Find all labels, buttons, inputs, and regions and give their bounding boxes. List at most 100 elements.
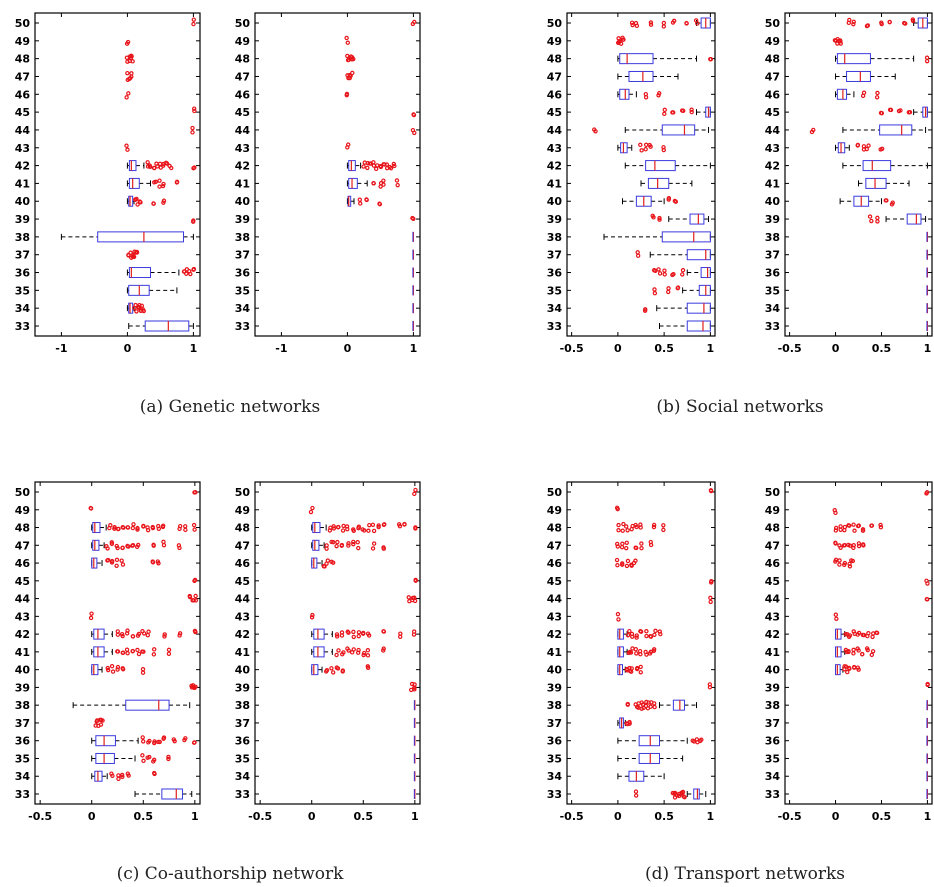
- y-tick-label: 34: [547, 770, 563, 783]
- outlier-point: [638, 522, 643, 527]
- outlier-point: [837, 558, 842, 563]
- outlier-point: [183, 527, 188, 533]
- outlier-point: [925, 597, 930, 602]
- outlier-point: [625, 558, 631, 564]
- outlier-point: [334, 634, 340, 639]
- y-tick-label: 43: [15, 142, 30, 155]
- outlier-point: [870, 649, 876, 654]
- y-tick-label: 47: [547, 70, 562, 83]
- outlier-point: [365, 165, 370, 171]
- y-tick-label: 43: [547, 610, 562, 623]
- y-tick-label: 40: [547, 664, 563, 677]
- outlier-point: [190, 125, 195, 131]
- box: [313, 646, 325, 658]
- outlier-point: [883, 198, 888, 203]
- y-tick-label: 33: [547, 320, 562, 333]
- box: [348, 177, 358, 189]
- y-tick-label: 50: [547, 17, 563, 30]
- x-tick-label: 0.5: [872, 342, 892, 355]
- outlier-point: [855, 646, 860, 651]
- outlier-point: [110, 669, 116, 674]
- outlier-point: [837, 543, 842, 548]
- y-tick-label: 47: [765, 70, 780, 83]
- outlier-point: [376, 523, 381, 528]
- outlier-point: [339, 542, 345, 548]
- y-tick-label: 41: [235, 646, 250, 659]
- outlier-point: [366, 528, 371, 533]
- outlier-point: [361, 652, 366, 658]
- y-tick-label: 36: [547, 267, 563, 280]
- y-tick-label: 48: [235, 522, 250, 535]
- outlier-point: [140, 670, 146, 675]
- outlier-point: [115, 667, 120, 672]
- y-tick-label: 37: [765, 249, 780, 262]
- outlier-point: [832, 508, 837, 513]
- outlier-point: [851, 647, 856, 653]
- outlier-point: [666, 286, 671, 291]
- outlier-point: [331, 526, 337, 531]
- outlier-point: [391, 161, 397, 167]
- outlier-point: [412, 491, 417, 497]
- y-tick-label: 38: [547, 699, 562, 712]
- outlier-point: [356, 524, 362, 529]
- outlier-point: [656, 93, 661, 98]
- outlier-point: [192, 527, 197, 532]
- y-tick-label: 33: [15, 320, 30, 333]
- outlier-point: [907, 109, 913, 115]
- outlier-point: [638, 142, 643, 148]
- outlier-point: [661, 145, 666, 150]
- outlier-point: [151, 165, 157, 171]
- x-tick-label: 0: [614, 810, 622, 823]
- x-tick-label: 1: [190, 342, 198, 355]
- outlier-point: [341, 523, 346, 529]
- outlier-point: [865, 23, 871, 28]
- outlier-point: [119, 558, 124, 563]
- outlier-point: [161, 539, 166, 545]
- y-tick-label: 48: [235, 53, 250, 66]
- outlier-point: [651, 522, 657, 528]
- outlier-point: [643, 147, 648, 152]
- outlier-point: [346, 142, 351, 147]
- outlier-point: [145, 525, 150, 530]
- outlier-point: [140, 667, 146, 672]
- outlier-point: [193, 593, 198, 599]
- outlier-point: [689, 107, 694, 112]
- outlier-point: [192, 108, 197, 114]
- outlier-point: [361, 650, 367, 656]
- outlier-point: [833, 612, 839, 617]
- outlier-point: [643, 142, 649, 148]
- outlier-point: [125, 771, 131, 776]
- outlier-point: [378, 184, 383, 189]
- outlier-point: [671, 271, 676, 277]
- box: [347, 195, 352, 207]
- outlier-point: [174, 179, 180, 185]
- outlier-point: [647, 651, 653, 656]
- outlier-point: [365, 664, 370, 669]
- y-tick-label: 40: [15, 664, 31, 677]
- outlier-point: [697, 738, 703, 744]
- outlier-point: [177, 631, 183, 636]
- outlier-point: [661, 527, 666, 533]
- outlier-point: [633, 789, 639, 794]
- plot-frame-b-left: [566, 12, 716, 337]
- box: [686, 302, 711, 314]
- outlier-point: [410, 127, 416, 133]
- x-tick-label: 1: [707, 810, 715, 823]
- outlier-point: [145, 160, 150, 165]
- outlier-point: [309, 615, 315, 620]
- outlier-point: [634, 545, 639, 551]
- y-tick-label: 40: [765, 195, 781, 208]
- outlier-point: [874, 630, 879, 635]
- outlier-point: [666, 289, 671, 295]
- outlier-point: [119, 631, 125, 637]
- y-tick-label: 41: [765, 177, 780, 190]
- outlier-point: [190, 130, 195, 135]
- y-tick-label: 45: [765, 575, 780, 588]
- outlier-point: [145, 632, 150, 638]
- outlier-point: [662, 111, 667, 117]
- y-tick-label: 44: [235, 124, 251, 137]
- outlier-point: [924, 55, 930, 60]
- x-tick-label: 0: [124, 342, 132, 355]
- y-tick-label: 46: [547, 557, 563, 570]
- y-tick-label: 42: [15, 628, 30, 641]
